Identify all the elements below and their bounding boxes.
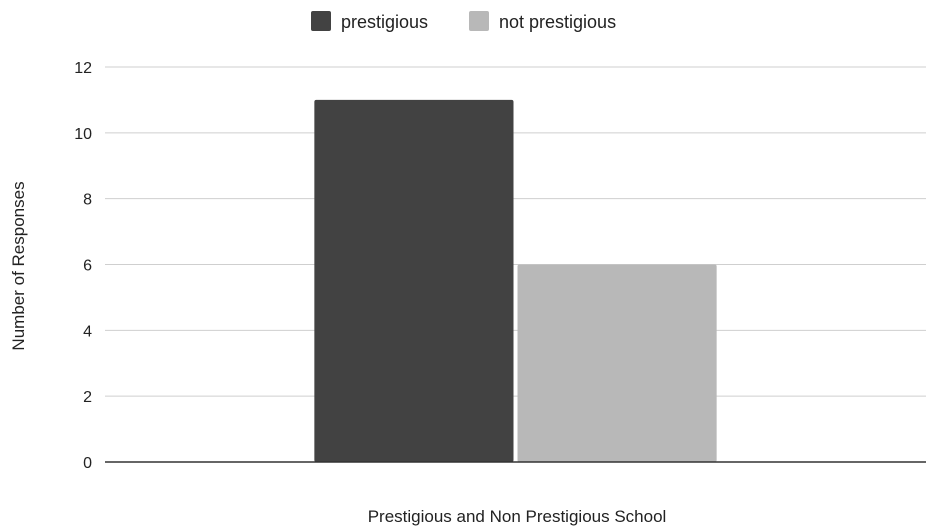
y-tick-label: 10 [74, 126, 92, 143]
y-axis-title: Number of Responses [9, 181, 28, 350]
x-axis-title: Prestigious and Non Prestigious School [368, 507, 667, 526]
legend-label: prestigious [341, 12, 428, 32]
bar-not-prestigious [517, 264, 717, 462]
gridlines [105, 66, 926, 397]
y-tick-label: 2 [83, 389, 92, 406]
legend-swatch [311, 11, 331, 31]
legend-label: not prestigious [499, 12, 616, 32]
y-tick-label: 4 [83, 323, 92, 340]
y-tick-label: 8 [83, 192, 92, 209]
legend-swatch [469, 11, 489, 31]
bar-prestigious [314, 99, 514, 463]
y-tick-label: 0 [83, 455, 92, 472]
legend: prestigious not prestigious [311, 11, 616, 32]
y-axis-ticks: 0 2 4 6 8 10 12 [74, 60, 92, 472]
bars [314, 99, 717, 463]
y-tick-label: 6 [83, 258, 92, 275]
y-tick-label: 12 [74, 60, 92, 77]
